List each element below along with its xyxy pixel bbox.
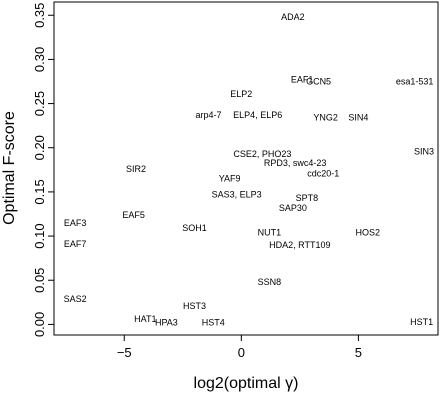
point-label: HPA3 (155, 318, 178, 328)
x-tick-label: 0 (238, 345, 245, 360)
point-label: SIN4 (348, 113, 368, 123)
x-tick-label: 5 (355, 345, 362, 360)
point-label: cdc20-1 (307, 168, 339, 178)
point-label: HST4 (202, 318, 225, 328)
point-label: EAF7 (64, 239, 87, 249)
x-axis: −5 0 5 (117, 335, 362, 360)
point-label: SSN8 (258, 277, 282, 287)
x-axis-title: log2(optimal γ) (194, 375, 299, 392)
y-tick-label: 0.25 (32, 91, 47, 116)
point-label: HOS2 (355, 228, 380, 238)
y-tick-label: 0.15 (32, 179, 47, 204)
point-label: YNG2 (313, 113, 338, 123)
point-label: SPT8 (296, 193, 319, 203)
y-axis-title: Optimal F-score (1, 111, 18, 225)
point-label: HDA2, RTT109 (269, 240, 330, 250)
y-tick-label: 0.05 (32, 268, 47, 293)
point-label: RPD3, swc4-23 (264, 158, 327, 168)
y-tick-label: 0.00 (32, 312, 47, 337)
point-label: ADA2 (281, 12, 305, 22)
point-label: ELP2 (230, 89, 252, 99)
plot-frame (53, 1, 439, 336)
point-label: SAP30 (279, 203, 307, 213)
point-label: EAF3 (64, 218, 87, 228)
y-tick-label: 0.20 (32, 135, 47, 160)
point-label: esa1-531 (396, 76, 434, 86)
point-label: SAS3, ELP3 (212, 190, 262, 200)
y-tick-label: 0.35 (32, 3, 47, 28)
point-label: HST3 (183, 301, 206, 311)
y-tick-label: 0.30 (32, 47, 47, 72)
point-label: arp4-7 (196, 110, 222, 120)
point-label: YAF9 (219, 174, 241, 184)
point-label: EAF5 (122, 210, 145, 220)
point-label: SIR2 (126, 164, 146, 174)
point-label: CSE2, PHO23 (233, 149, 291, 159)
point-label: SAS2 (64, 294, 87, 304)
point-label: EAF1 (291, 75, 314, 85)
point-label: ELP4, ELP6 (233, 110, 282, 120)
point-label: SOH1 (182, 223, 207, 233)
point-label: HST1 (410, 317, 433, 327)
x-tick-label: −5 (117, 345, 132, 360)
y-tick-label: 0.10 (32, 223, 47, 248)
point-label: NUT1 (258, 228, 282, 238)
point-label: GCN5 (306, 76, 331, 86)
y-axis: 0.00 0.05 0.10 0.15 0.20 0.25 0.30 0.35 (32, 3, 54, 337)
point-label: HAT1 (134, 314, 156, 324)
point-label: SIN3 (414, 146, 434, 156)
